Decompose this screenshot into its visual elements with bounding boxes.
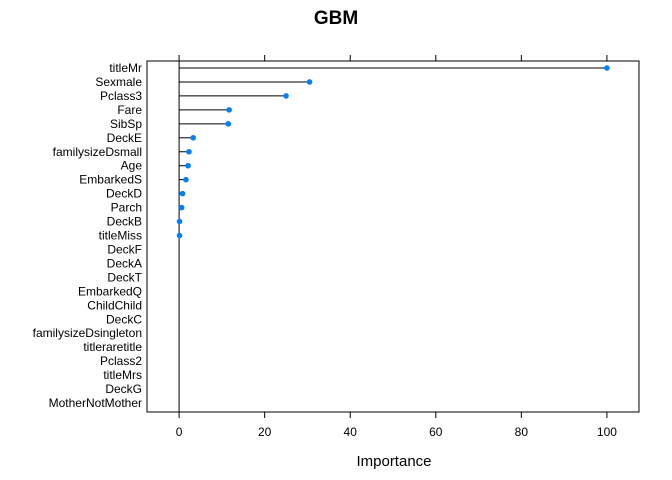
x-tick-label-2: 40	[344, 425, 358, 439]
category-labels: titleMrSexmalePclass3FareSibSpDeckEfamil…	[33, 61, 143, 410]
category-label-22: titleMrs	[103, 368, 142, 382]
bottom-ticks	[178, 412, 608, 418]
top-ticks	[178, 55, 608, 61]
stems	[178, 61, 607, 412]
category-label-17: ChildChild	[87, 298, 142, 312]
point-6	[186, 148, 192, 155]
category-label-9: DeckD	[106, 187, 142, 201]
point-7	[185, 162, 191, 169]
category-label-3: Fare	[117, 103, 142, 117]
category-label-20: titleraretitle	[83, 340, 142, 354]
point-1	[306, 79, 313, 85]
x-tick-label-0: 0	[176, 425, 183, 439]
point-9	[179, 190, 186, 197]
category-label-13: DeckF	[107, 242, 142, 256]
category-label-24: MotherNotMother	[49, 396, 142, 410]
point-4	[225, 121, 232, 127]
category-label-6: familysizeDsmall	[53, 145, 142, 159]
point-10	[178, 204, 185, 211]
category-label-8: EmbarkedS	[79, 173, 142, 187]
category-label-12: titleMiss	[99, 229, 142, 243]
x-tick-label-5: 100	[597, 425, 617, 439]
category-label-19: familysizeDsingleton	[33, 326, 142, 340]
category-label-23: DeckG	[105, 382, 142, 396]
x-tick-labels: 0 20 40 60 80 100	[176, 425, 618, 439]
category-label-18: DeckC	[106, 312, 142, 326]
point-8	[183, 176, 189, 183]
plot-frame	[146, 60, 640, 413]
category-label-1: Sexmale	[95, 75, 142, 89]
point-11	[176, 218, 183, 225]
point-2	[283, 93, 289, 99]
x-tick-label-4: 80	[515, 425, 529, 439]
x-axis-label: Importance	[356, 453, 431, 470]
category-label-5: DeckE	[107, 131, 142, 145]
points	[176, 65, 610, 239]
category-label-15: DeckT	[107, 270, 142, 284]
category-label-10: Parch	[111, 201, 142, 215]
chart-title: GBM	[314, 8, 358, 29]
category-label-2: Pclass3	[100, 89, 142, 103]
point-12	[176, 232, 183, 239]
point-3	[226, 107, 232, 113]
x-tick-label-1: 20	[258, 425, 272, 439]
category-label-0: titleMr	[109, 61, 142, 75]
category-label-14: DeckA	[107, 256, 142, 270]
point-0	[604, 65, 610, 71]
category-label-4: SibSp	[110, 117, 142, 131]
category-label-16: EmbarkedQ	[78, 284, 142, 298]
category-label-11: DeckB	[107, 215, 142, 229]
category-label-21: Pclass2	[100, 354, 142, 368]
x-tick-label-3: 60	[429, 425, 443, 439]
point-5	[190, 134, 197, 141]
category-label-7: Age	[121, 159, 143, 173]
